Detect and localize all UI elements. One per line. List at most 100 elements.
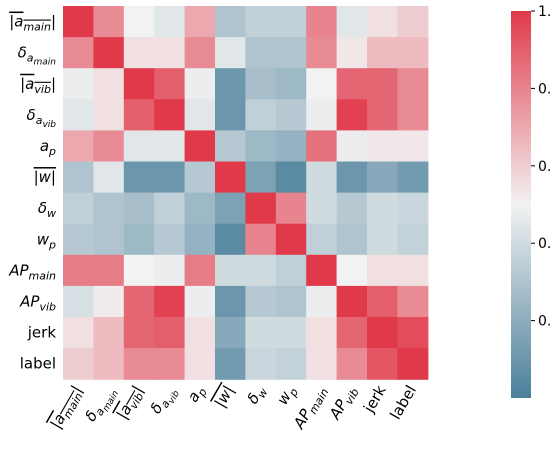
y-label-w-p: wp	[37, 230, 56, 251]
heatmap-cell	[336, 348, 368, 380]
heatmap-cell	[336, 254, 368, 287]
x-label-ap-vib: APvib	[325, 382, 362, 424]
heatmap-cell	[154, 99, 186, 131]
heatmap-cell	[154, 317, 186, 349]
x-label-w: δw	[243, 382, 270, 408]
heatmap-cell	[245, 68, 277, 100]
heatmap-cell	[275, 223, 307, 256]
heatmap-cell	[184, 192, 216, 225]
heatmap-cell	[397, 37, 429, 69]
heatmap-cell	[275, 317, 307, 349]
y-label-w: δw	[38, 199, 56, 220]
heatmap-cell	[397, 192, 429, 225]
colorbar-tick-label: 1.0	[538, 4, 550, 20]
heatmap-cell	[184, 68, 216, 100]
x-label-jerk: jerk	[359, 382, 389, 417]
heatmap-cell	[336, 37, 368, 69]
heatmap-cell	[123, 192, 155, 225]
heatmap-cell	[367, 192, 398, 225]
heatmap-cell	[184, 348, 216, 380]
heatmap-cell	[245, 192, 277, 225]
heatmap-cell	[336, 285, 368, 318]
heatmap-cell	[123, 130, 155, 163]
heatmap-cell	[215, 161, 246, 194]
heatmap-cell	[154, 68, 186, 100]
heatmap-cell	[154, 130, 186, 163]
x-label-w: |w|	[211, 382, 238, 410]
heatmap-cell	[306, 285, 338, 318]
heatmap-cell	[63, 223, 94, 256]
heatmap-cell	[306, 317, 338, 349]
heatmap-cell	[154, 254, 186, 287]
heatmap-cell	[63, 130, 94, 163]
heatmap-cell	[123, 161, 155, 194]
heatmap-cell	[336, 6, 368, 38]
heatmap-cell	[123, 254, 155, 287]
heatmap-cell	[397, 254, 429, 287]
heatmap-cell	[367, 99, 398, 131]
heatmap-cell	[397, 130, 429, 163]
heatmap-cell	[63, 6, 94, 38]
colorbar-tick-label: 0.2	[538, 314, 550, 330]
heatmap-cell	[367, 223, 398, 256]
heatmap-cell	[397, 99, 429, 131]
heatmap-cell	[63, 285, 94, 318]
heatmap-cell	[245, 254, 277, 287]
heatmap-cell	[215, 68, 246, 100]
heatmap-cell	[306, 223, 338, 256]
heatmap-cell	[93, 254, 125, 287]
heatmap-cell	[245, 99, 277, 131]
y-tick-labels: |amain| δamain |avib| δavib ap |w| δw wp APmain A…	[8, 13, 56, 373]
y-label-a-p: ap	[40, 137, 56, 158]
x-label-a-main: δamain	[81, 382, 121, 428]
heatmap-cell	[184, 130, 216, 163]
heatmap-cell	[306, 68, 338, 100]
heatmap-cell	[367, 37, 398, 69]
heatmap-cell	[63, 68, 94, 100]
heatmap-cell	[397, 6, 429, 38]
heatmap-cell	[367, 254, 398, 287]
heatmap-cell	[215, 285, 246, 318]
heatmap-cells	[63, 6, 429, 380]
heatmap-cell	[306, 192, 338, 225]
heatmap-cell	[215, 317, 246, 349]
heatmap-cell	[184, 161, 216, 194]
heatmap-cell	[123, 317, 155, 349]
x-label-a-vib: δavib	[147, 382, 183, 420]
heatmap-cell	[245, 37, 277, 69]
x-label-a-main: |amain|	[47, 382, 89, 433]
heatmap-cell	[184, 285, 216, 318]
heatmap-cell	[336, 68, 368, 100]
heatmap-cell	[245, 161, 277, 194]
heatmap-cell	[245, 285, 277, 318]
heatmap-cell	[215, 192, 246, 225]
heatmap-cell	[336, 130, 368, 163]
colorbar: 1.0 0.8 0.6 0.4 0.2	[511, 4, 550, 398]
x-label-w-p: wp	[273, 382, 301, 409]
heatmap-cell	[275, 6, 307, 38]
heatmap-cell	[93, 130, 125, 163]
heatmap-cell	[93, 37, 125, 69]
heatmap-cell	[184, 99, 216, 131]
heatmap-cell	[184, 254, 216, 287]
heatmap-cell	[306, 6, 338, 38]
heatmap-cell	[215, 6, 246, 38]
heatmap-cell	[63, 348, 94, 380]
y-label-jerk: jerk	[27, 324, 57, 342]
x-tick-labels: |amain|δamain|avib|δavib ap |w| δw wpAPmainA…	[47, 382, 420, 433]
heatmap-cell	[397, 223, 429, 256]
heatmap-cell	[93, 223, 125, 256]
heatmap-cell	[306, 161, 338, 194]
heatmap-cell	[275, 37, 307, 69]
heatmap-cell	[397, 317, 429, 349]
heatmap-cell	[123, 6, 155, 38]
heatmap-cell	[306, 254, 338, 287]
heatmap-cell	[275, 348, 307, 380]
heatmap-cell	[245, 223, 277, 256]
heatmap-cell	[367, 6, 398, 38]
heatmap-cell	[93, 6, 125, 38]
y-label-a-main: δamain	[18, 44, 57, 68]
heatmap-cell	[306, 99, 338, 131]
heatmap-cell	[367, 130, 398, 163]
